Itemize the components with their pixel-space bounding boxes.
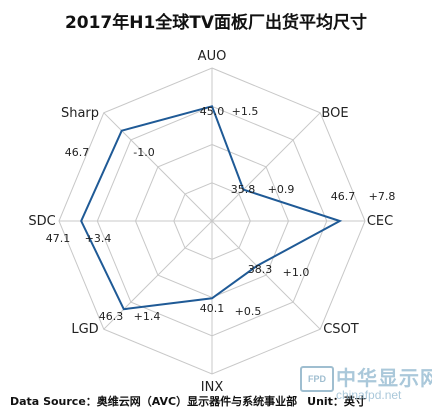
value-label: 45.0 bbox=[200, 105, 225, 118]
value-label: 47.1 bbox=[46, 232, 71, 245]
axis-label-auo: AUO bbox=[198, 49, 227, 64]
axis-label-cec: CEC bbox=[367, 214, 393, 229]
value-label: 46.3 bbox=[99, 310, 124, 323]
change-label: +7.8 bbox=[369, 190, 396, 203]
grid-spoke bbox=[103, 220, 213, 330]
axis-label-csot: CSOT bbox=[323, 322, 359, 337]
watermark-name: 中华显示网 bbox=[336, 366, 432, 390]
axis-label-inx: INX bbox=[201, 380, 224, 395]
axis-label-sdc: SDC bbox=[28, 214, 55, 229]
change-label: +1.4 bbox=[134, 310, 161, 323]
change-label: +0.9 bbox=[268, 183, 295, 196]
data-source-label: Data Source：奥维云网（AVC）显示器件与系统事业部 bbox=[10, 395, 298, 408]
change-label: +1.5 bbox=[232, 105, 259, 118]
grid-spoke bbox=[211, 112, 321, 222]
chart-footer: Data Source：奥维云网（AVC）显示器件与系统事业部 Unit：英寸 bbox=[10, 393, 366, 409]
change-label: +1.0 bbox=[283, 266, 310, 279]
axis-label-lgd: LGD bbox=[71, 322, 98, 337]
axis-label-boe: BOE bbox=[321, 106, 348, 121]
value-label: 35.8 bbox=[231, 183, 256, 196]
value-label: 40.1 bbox=[200, 302, 225, 315]
value-label: 46.7 bbox=[65, 146, 90, 159]
radar-change-labels: +1.5 +0.9 +7.8 +1.0 +0.5 +1.4 +3.4 -1.0 bbox=[85, 105, 396, 323]
chart-title: 2017年H1全球TV面板厂出货平均尺寸 bbox=[64, 13, 368, 33]
unit-label: Unit：英寸 bbox=[307, 395, 366, 408]
change-label: -1.0 bbox=[133, 146, 154, 159]
radar-series-line bbox=[80, 105, 343, 311]
radar-axis-labels: AUO BOE CEC CSOT INX LGD SDC Sharp bbox=[28, 49, 393, 395]
axis-label-sharp: Sharp bbox=[61, 106, 99, 121]
radar-value-labels: 45.0 35.8 46.7 38.3 40.1 46.3 47.1 46.7 bbox=[46, 105, 356, 323]
grid-spoke bbox=[211, 220, 321, 330]
change-label: +0.5 bbox=[235, 305, 262, 318]
change-label: +3.4 bbox=[85, 232, 112, 245]
value-label: 38.3 bbox=[248, 263, 273, 276]
value-label: 46.7 bbox=[331, 190, 356, 203]
watermark-logo: FPD 中华显示网 chinafpd.net bbox=[300, 360, 432, 408]
watermark-url: chinafpd.net bbox=[336, 388, 402, 402]
watermark-badge: FPD bbox=[300, 366, 334, 392]
